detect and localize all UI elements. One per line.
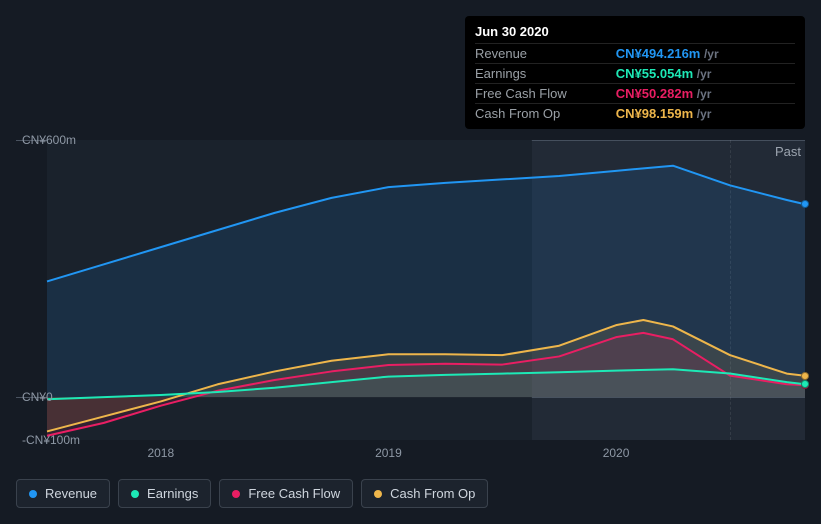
- legend-dot-icon: [131, 490, 139, 498]
- legend-item-free_cash_flow[interactable]: Free Cash Flow: [219, 479, 353, 508]
- tooltip-table: RevenueCN¥494.216m /yrEarningsCN¥55.054m…: [475, 43, 795, 123]
- series-end-dot-revenue: [801, 200, 809, 208]
- y-axis-label: CN¥0: [22, 390, 53, 404]
- y-axis-label: -CN¥100m: [22, 433, 80, 447]
- tooltip-row: Cash From OpCN¥98.159m /yr: [475, 104, 795, 124]
- tooltip-row-label: Revenue: [475, 44, 616, 64]
- legend-item-earnings[interactable]: Earnings: [118, 479, 211, 508]
- tooltip-row-label: Free Cash Flow: [475, 84, 616, 104]
- legend-dot-icon: [374, 490, 382, 498]
- tooltip-row-label: Earnings: [475, 64, 616, 84]
- series-end-dot-earnings: [801, 380, 809, 388]
- tooltip-row-value: CN¥50.282m /yr: [616, 84, 795, 104]
- legend-label: Cash From Op: [390, 486, 475, 501]
- tooltip-card: Jun 30 2020 RevenueCN¥494.216m /yrEarnin…: [465, 16, 805, 129]
- chart-plot[interactable]: [47, 140, 805, 440]
- legend-dot-icon: [232, 490, 240, 498]
- tooltip-date: Jun 30 2020: [475, 24, 795, 43]
- legend-label: Earnings: [147, 486, 198, 501]
- legend-label: Revenue: [45, 486, 97, 501]
- tooltip-row-label: Cash From Op: [475, 104, 616, 124]
- tooltip-row-unit: /yr: [697, 87, 712, 101]
- legend-item-revenue[interactable]: Revenue: [16, 479, 110, 508]
- legend: Revenue Earnings Free Cash Flow Cash From O…: [16, 479, 488, 508]
- legend-dot-icon: [29, 490, 37, 498]
- y-axis-label: CN¥600m: [22, 133, 76, 147]
- tooltip-row: EarningsCN¥55.054m /yr: [475, 64, 795, 84]
- tooltip-row-unit: /yr: [697, 107, 712, 121]
- tooltip-row: Free Cash FlowCN¥50.282m /yr: [475, 84, 795, 104]
- tooltip-row-unit: /yr: [697, 67, 712, 81]
- tooltip-row-value: CN¥98.159m /yr: [616, 104, 795, 124]
- financials-chart: Past CN¥600mCN¥0-CN¥100m 201820192020: [16, 122, 805, 462]
- legend-label: Free Cash Flow: [248, 486, 340, 501]
- tooltip-row-value: CN¥494.216m /yr: [616, 44, 795, 64]
- x-axis-label: 2019: [375, 446, 402, 460]
- x-axis-label: 2020: [603, 446, 630, 460]
- tooltip-row: RevenueCN¥494.216m /yr: [475, 44, 795, 64]
- legend-item-cash_from_op[interactable]: Cash From Op: [361, 479, 488, 508]
- tooltip-row-unit: /yr: [704, 47, 719, 61]
- tooltip-row-value: CN¥55.054m /yr: [616, 64, 795, 84]
- series-end-dot-cash_from_op: [801, 372, 809, 380]
- x-axis-label: 2018: [147, 446, 174, 460]
